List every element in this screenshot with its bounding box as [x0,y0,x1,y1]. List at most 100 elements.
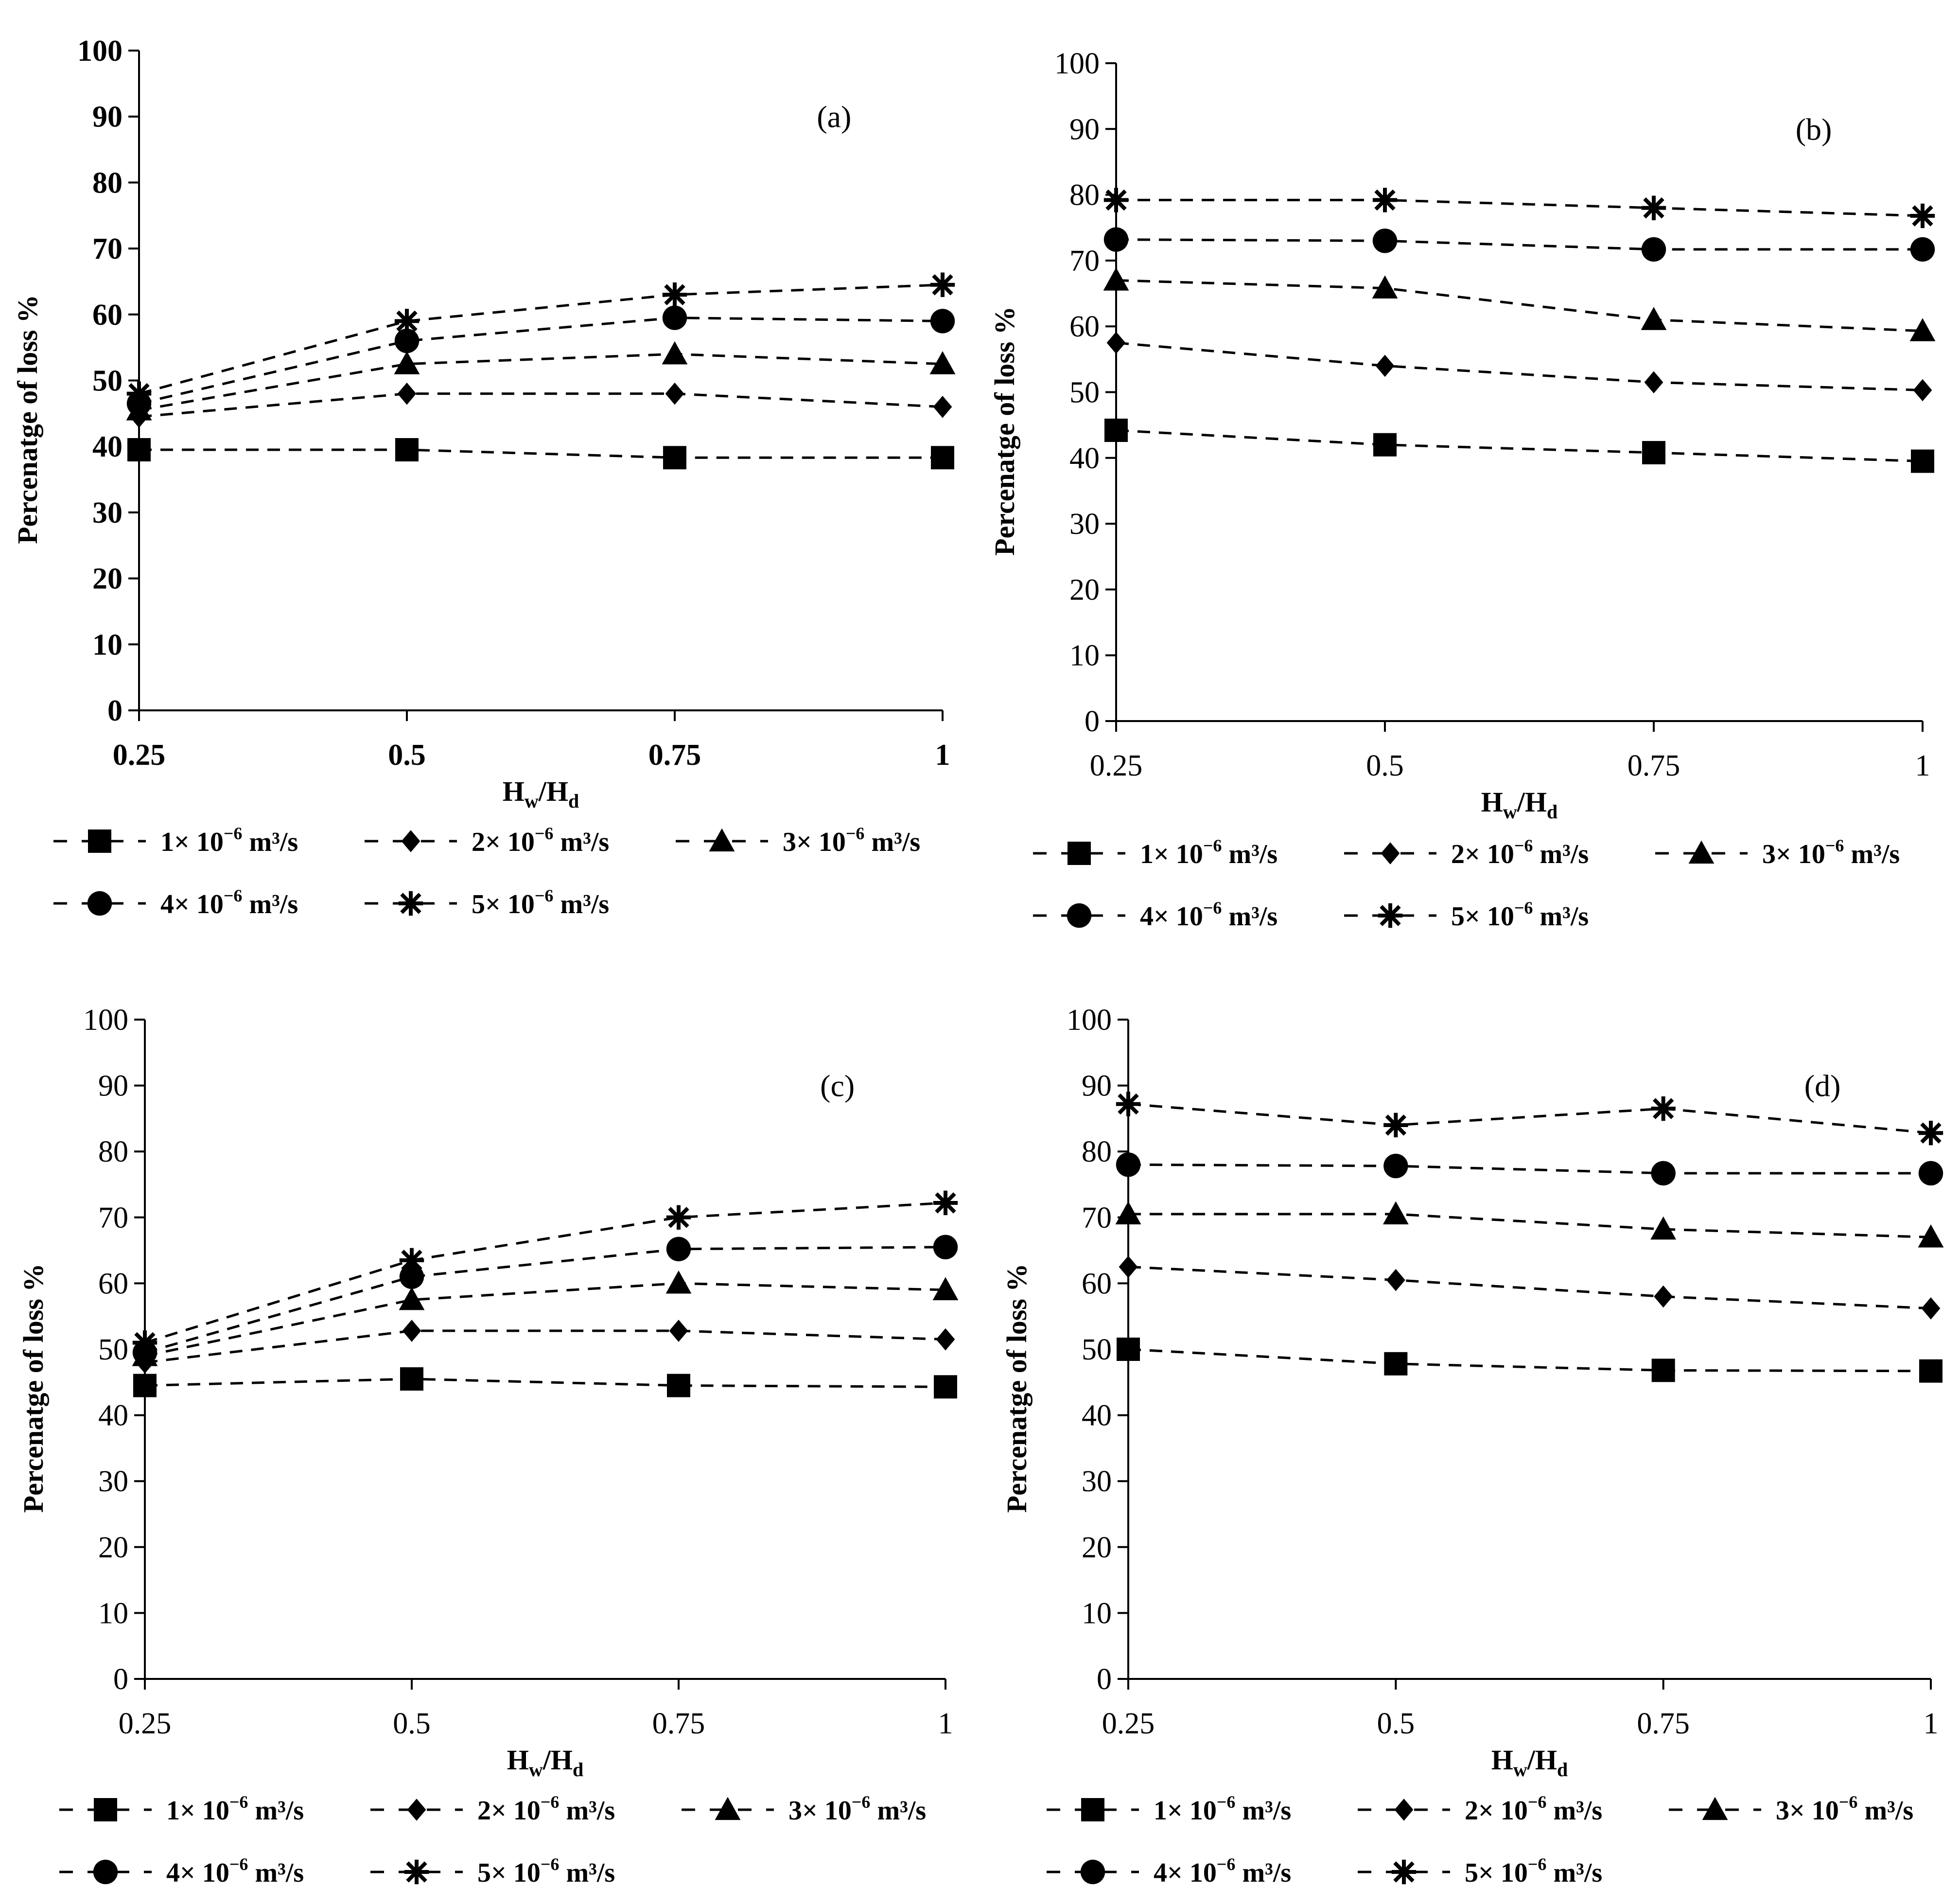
y-tick-label: 30 [92,496,122,529]
series-line [1128,1266,1931,1310]
x-axis-title-part: H [503,776,525,807]
legend-label-unit: m³/s [1546,1796,1602,1826]
legend-marker-circle [87,891,112,916]
legend-label-exponent: −6 [229,1854,248,1874]
data-point-square [931,446,954,470]
data-point-square [133,1374,157,1397]
data-point-square [1384,1352,1408,1376]
y-tick-label: 10 [1069,639,1100,672]
x-axis-title: Hw/Hd [503,776,579,812]
data-point-circle [1372,229,1398,253]
series-2 [1106,332,1932,402]
legend-item: 2× 10−6 m³/s [370,1792,615,1826]
legend-item: 1× 10−6 m³/s [59,1792,304,1826]
data-point-diamond [1386,1269,1405,1291]
series-2 [1119,1255,1941,1320]
legend-label-exponent: −6 [1825,836,1844,855]
legend-marker-circle [93,1859,118,1885]
legend-label-unit: m³/s [242,889,298,919]
legend-item: 1× 10−6 m³/s [1033,836,1278,869]
legend-label-unit: m³/s [1533,839,1589,869]
data-point-circle [666,1236,691,1262]
legend-label: 3× 10−6 m³/s [783,824,920,857]
legend-label-unit: m³/s [1222,901,1278,932]
x-tick-label: 0.5 [1366,749,1404,782]
legend-item: 3× 10−6 m³/s [682,1792,926,1826]
data-point-diamond [1119,1255,1138,1278]
series-3 [126,341,956,421]
legend-item: 4× 10−6 m³/s [1033,898,1278,932]
data-point-triangle [665,1270,692,1294]
legend: 1× 10−6 m³/s 2× 10−6 m³/s 3× 10−6 m³/s4× 1… [1033,836,1900,932]
data-point-triangle [1918,1224,1944,1248]
legend-label-main: 1× 10 [1140,839,1203,869]
x-tick-label: 0.5 [388,739,426,772]
series-line [139,392,943,418]
x-axis-title-part: /H [1527,1744,1557,1776]
panel-label: (d) [1804,1069,1841,1103]
data-point-triangle [1641,307,1667,330]
y-tick-label: 40 [1082,1399,1112,1432]
y-tick-label: 80 [1082,1135,1112,1168]
y-tick-label: 50 [1082,1333,1112,1366]
legend: 1× 10−6 m³/s 2× 10−6 m³/s 3× 10−6 m³/s4× 1… [53,824,920,919]
legend-label-exponent: −6 [535,824,554,843]
legend-item: 3× 10−6 m³/s [1655,836,1900,869]
legend-label-main: 1× 10 [1154,1796,1217,1826]
series-1 [1117,1338,1942,1383]
x-tick-label: 0.75 [648,739,701,772]
legend-marker-square [1068,842,1091,865]
legend-label: 4× 10−6 m³/s [160,886,298,919]
chart-panel-b: 0 10 20 30 40 50 60 70 80 90 100 0.25 0.5 0.75 1 Hw/Hd P… [989,47,1936,932]
x-axis-title-subscript: d [568,790,579,812]
legend-label-exponent: −6 [852,1792,871,1812]
legend-label-unit: m³/s [553,889,609,919]
data-point-asterisk [1918,1121,1943,1146]
legend-label-unit: m³/s [248,1796,304,1826]
legend-label-unit: m³/s [1222,839,1278,869]
series-line [139,317,943,405]
data-point-diamond [669,1320,688,1342]
legend-label-main: 3× 10 [788,1796,852,1826]
series-5 [1116,1092,1943,1146]
legend-label-unit: m³/s [559,1858,615,1888]
data-point-diamond [402,1320,421,1342]
legend-marker-asterisk [404,1859,429,1885]
legend-item: 2× 10−6 m³/s [1344,836,1589,869]
data-point-asterisk [1383,1112,1408,1138]
legend-label-exponent: −6 [1217,1854,1236,1874]
legend-label-main: 4× 10 [1154,1858,1217,1888]
legend-item: 1× 10−6 m³/s [1047,1792,1291,1826]
series-line [144,1282,946,1358]
data-point-asterisk [1910,203,1935,229]
legend-label-exponent: −6 [1203,898,1222,918]
x-axis-title-part: H [507,1744,529,1776]
legend-label-exponent: −6 [1528,1792,1547,1812]
series-line [1116,198,1923,217]
y-tick-label: 60 [1082,1267,1112,1300]
data-point-asterisk [666,1205,691,1230]
data-point-square [127,438,151,461]
series-line [1116,341,1923,391]
data-point-circle [1651,1161,1676,1186]
x-axis-title: Hw/Hd [1491,1744,1568,1781]
legend-label: 2× 10−6 m³/s [1451,836,1589,869]
data-point-circle [1910,237,1935,262]
x-tick-label: 0.25 [1090,749,1143,782]
x-axis-title-subscript: d [573,1759,583,1781]
series-line [1128,1103,1931,1134]
y-tick-label: 70 [92,232,122,265]
legend-marker-circle [1067,903,1092,928]
legend-label-exponent: −6 [541,1792,560,1812]
data-point-diamond [1913,379,1932,402]
x-axis-title-subscript: d [1547,801,1558,823]
data-point-asterisk [1641,195,1666,220]
legend-label-main: 2× 10 [477,1796,541,1826]
legend-marker-triangle [1702,1797,1728,1820]
legend-label-unit: m³/s [1235,1796,1291,1826]
y-axis-title: Percenatge of loss % [1001,1264,1032,1513]
data-point-asterisk [662,282,687,307]
legend-label: 4× 10−6 m³/s [1154,1854,1291,1888]
y-tick-label: 10 [1082,1597,1112,1630]
